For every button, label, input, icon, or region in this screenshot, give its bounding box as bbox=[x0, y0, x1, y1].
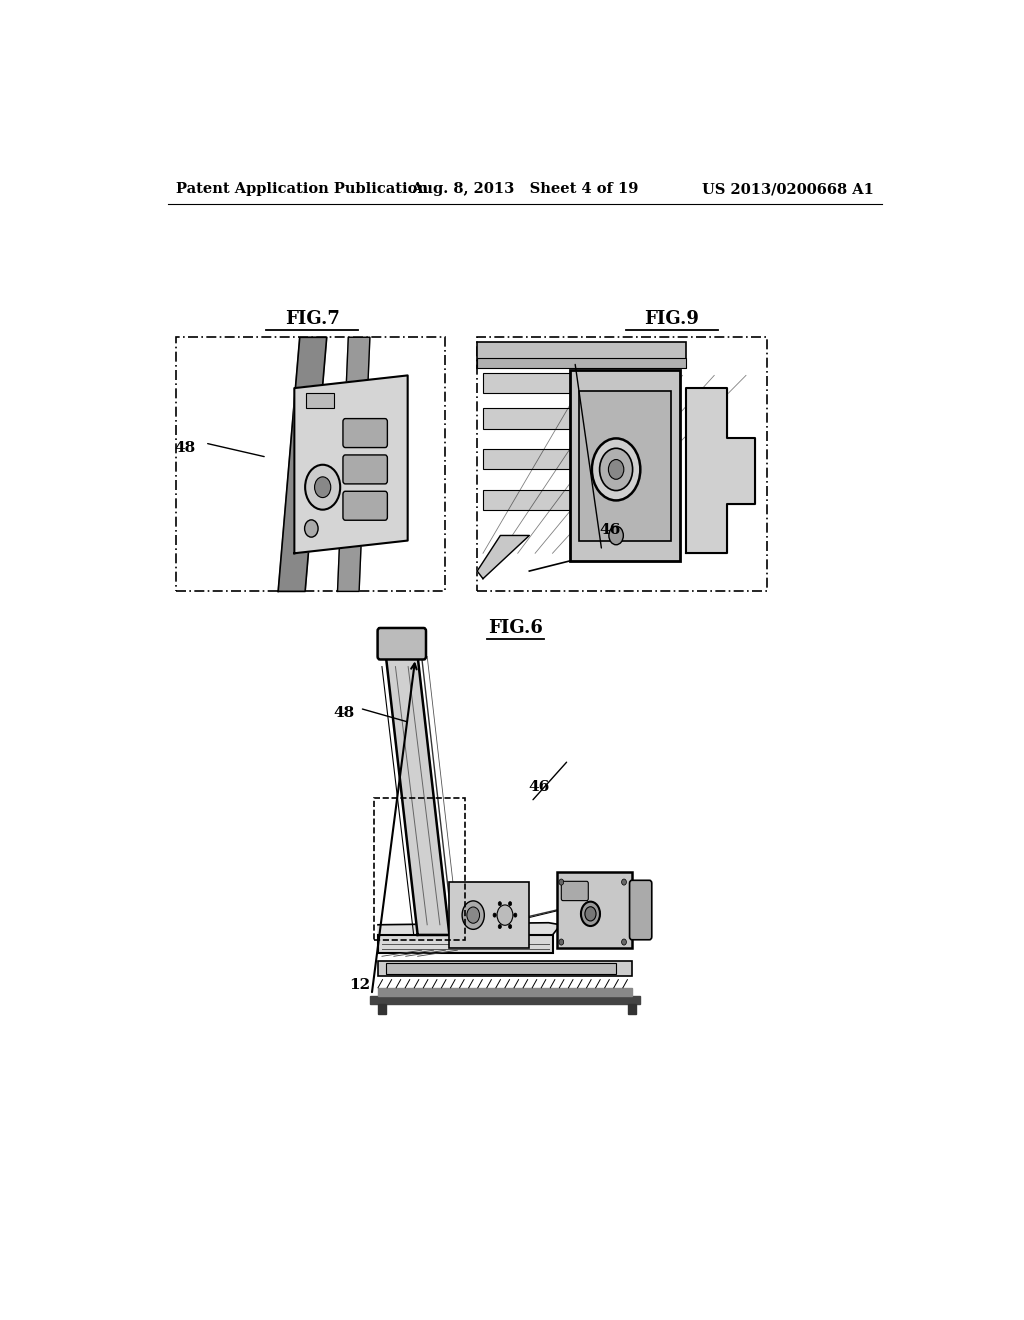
Circle shape bbox=[585, 907, 596, 921]
Bar bbox=[483, 449, 585, 470]
Bar bbox=[570, 371, 680, 561]
Bar bbox=[306, 392, 334, 408]
Circle shape bbox=[499, 924, 502, 928]
Bar bbox=[477, 338, 767, 591]
Text: 48: 48 bbox=[174, 441, 196, 455]
Circle shape bbox=[559, 939, 563, 945]
Bar bbox=[374, 797, 465, 940]
FancyBboxPatch shape bbox=[343, 491, 387, 520]
Bar bbox=[557, 873, 632, 948]
Bar bbox=[378, 961, 632, 975]
Bar bbox=[579, 391, 672, 541]
Circle shape bbox=[305, 465, 340, 510]
FancyBboxPatch shape bbox=[343, 418, 387, 447]
Bar bbox=[378, 935, 553, 953]
Text: FIG.6: FIG.6 bbox=[487, 619, 543, 638]
Text: 46: 46 bbox=[528, 780, 550, 793]
Circle shape bbox=[509, 902, 512, 906]
Bar bbox=[386, 964, 616, 974]
Bar bbox=[176, 338, 445, 591]
Text: FIG.7: FIG.7 bbox=[285, 310, 340, 327]
Bar bbox=[560, 876, 628, 942]
Circle shape bbox=[592, 438, 640, 500]
Polygon shape bbox=[378, 1005, 386, 1014]
FancyBboxPatch shape bbox=[630, 880, 652, 940]
Circle shape bbox=[499, 902, 502, 906]
Text: US 2013/0200668 A1: US 2013/0200668 A1 bbox=[702, 182, 873, 195]
Bar bbox=[477, 342, 686, 368]
Circle shape bbox=[467, 907, 479, 923]
Circle shape bbox=[462, 900, 484, 929]
Bar bbox=[477, 358, 686, 368]
Circle shape bbox=[494, 913, 497, 917]
Bar bbox=[483, 490, 585, 510]
FancyBboxPatch shape bbox=[378, 628, 426, 660]
Polygon shape bbox=[294, 375, 408, 553]
Circle shape bbox=[509, 924, 512, 928]
Circle shape bbox=[497, 906, 513, 925]
Circle shape bbox=[622, 939, 627, 945]
Text: FIG.9: FIG.9 bbox=[644, 310, 699, 327]
Circle shape bbox=[304, 520, 318, 537]
Circle shape bbox=[609, 527, 624, 545]
Circle shape bbox=[314, 477, 331, 498]
FancyBboxPatch shape bbox=[561, 882, 588, 900]
Polygon shape bbox=[628, 1005, 636, 1014]
Bar bbox=[384, 635, 420, 652]
Circle shape bbox=[622, 879, 627, 886]
Circle shape bbox=[581, 902, 600, 927]
Bar bbox=[483, 408, 585, 429]
FancyBboxPatch shape bbox=[343, 455, 387, 484]
Circle shape bbox=[608, 459, 624, 479]
Text: Patent Application Publication: Patent Application Publication bbox=[176, 182, 428, 195]
Text: Aug. 8, 2013   Sheet 4 of 19: Aug. 8, 2013 Sheet 4 of 19 bbox=[411, 182, 639, 195]
Polygon shape bbox=[686, 388, 756, 553]
Polygon shape bbox=[386, 656, 450, 935]
Polygon shape bbox=[338, 338, 370, 591]
Circle shape bbox=[559, 879, 563, 886]
Text: 46: 46 bbox=[599, 524, 621, 537]
Bar bbox=[483, 372, 585, 393]
Polygon shape bbox=[477, 536, 529, 578]
Polygon shape bbox=[370, 995, 640, 1005]
Polygon shape bbox=[279, 338, 327, 591]
Bar bbox=[450, 882, 528, 948]
Text: 48: 48 bbox=[333, 706, 354, 721]
Text: 12: 12 bbox=[349, 978, 371, 991]
Circle shape bbox=[514, 913, 517, 917]
Polygon shape bbox=[378, 987, 632, 995]
Polygon shape bbox=[378, 923, 560, 935]
Circle shape bbox=[600, 449, 633, 491]
